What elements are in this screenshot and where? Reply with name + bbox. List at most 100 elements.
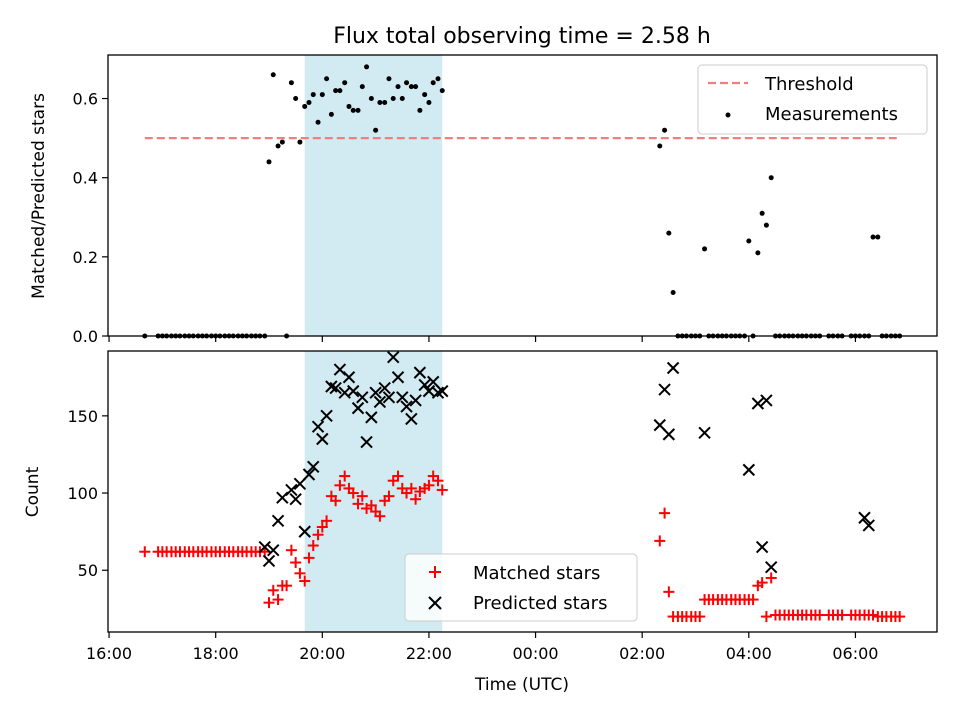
predicted-star-point [356,391,369,404]
predicted-star-point [307,460,320,474]
matched-star-point [294,567,306,579]
y-tick-label: 100 [67,484,98,503]
measurement-point [702,246,708,252]
measurement-point [390,96,396,102]
measurement-point [270,72,276,78]
x-tick-label: 00:00 [513,644,559,663]
measurement-point [266,159,272,165]
matched-star-point [356,490,368,502]
predicted-star-point [413,366,427,379]
matched-star-point [694,611,706,623]
matched-star-point [321,515,333,527]
predicted-star-point [311,420,325,433]
matched-star-point [285,544,297,556]
y-tick-label: 0.2 [73,248,98,267]
matched-star-point [423,479,435,491]
x-tick-label: 22:00 [406,644,452,663]
predicted-star-point [751,397,765,410]
predicted-star-point [378,381,391,395]
chart-title: Flux total observing time = 2.58 h [333,24,711,49]
predicted-star-point [329,381,342,395]
count-legend-box [404,553,638,622]
measurement-point [324,76,330,82]
measurement-point [386,76,392,82]
legend-matched-label: Matched stars [473,563,600,584]
measurement-point [359,84,365,90]
matched-star-point [316,521,328,533]
predicted-star-point [369,386,382,399]
predicted-star-point [325,380,338,393]
measurement-point [302,103,308,109]
predicted-star-point [302,468,316,481]
ratio-legend-box [697,64,928,135]
predicted-star-point [436,384,449,398]
measurement-point [337,88,343,94]
measurement-point [364,64,370,70]
measurement-point [435,76,441,82]
x-tick-label: 02:00 [619,644,665,663]
predicted-star-point [365,411,378,424]
legend-measurement-swatch [725,112,731,118]
matched-star-point [436,484,448,496]
measurement-point [746,238,752,244]
predicted-star-point [360,435,373,449]
ratio-x-ticks [108,336,857,342]
predicted-star-point [666,361,680,375]
ratio-y-axis-label: Matched/Predicted stars [29,93,49,299]
predicted-star-point [418,378,431,392]
predicted-star-point [698,426,711,440]
measurement-point [306,99,312,105]
measurement-point [670,289,676,295]
legend-predicted-label: Predicted stars [473,593,607,614]
measurement-point [875,234,881,240]
matched-star-point [339,470,351,482]
predicted-star-point [387,350,400,364]
matched-star-point [405,482,417,494]
matched-star-point [365,499,377,511]
legend-matched-swatch [429,566,441,578]
measurement-point [413,84,419,90]
predicted-star-point [862,519,875,532]
matched-star-point [432,475,444,487]
matched-star-point [663,586,675,598]
y-tick-label: 0.6 [73,90,98,109]
measurement-point [373,127,379,133]
measurement-point [355,107,361,113]
matched-star-point [392,470,404,482]
measurement-point [368,96,374,102]
predicted-star-point [285,483,298,497]
y-tick-label: 0.4 [73,169,98,188]
x-tick-label: 06:00 [832,644,878,663]
x-tick-label: 16:00 [86,644,132,663]
measurement-point [382,99,388,105]
x-tick-label: 18:00 [193,644,239,663]
measurement-point [310,92,316,98]
matched-star-point [281,580,293,592]
matched-star-point [263,597,275,609]
matched-star-point [756,577,768,589]
predicted-star-point [289,493,302,506]
ratio-panel-frame [107,54,938,337]
observing-window-shade [304,55,443,336]
matched-star-point [299,575,311,587]
y-tick-label: 150 [67,407,98,426]
matched-star-point [307,540,319,552]
measurement-point [870,234,876,240]
x-axis-label: Time (UTC) [474,675,569,695]
measurement-point [404,80,410,86]
predicted-star-point [347,384,360,398]
measurement-point [666,230,672,236]
measurement-point [759,210,765,216]
matched-star-point [272,594,284,606]
x-tick-label: 04:00 [726,644,772,663]
matched-star-point [765,572,777,584]
matched-star-point [334,479,346,491]
measurement-point [417,107,423,113]
predicted-star-point [391,371,405,384]
measurement-point [399,96,405,102]
y-tick-label: 50 [78,561,98,580]
predicted-star-point [267,543,280,557]
predicted-star-point [373,395,387,409]
count-panel: 50 100 150 16:00 18:00 20:00 22:00 00:00 02:00 0… [23,350,938,695]
ratio-legend: Threshold Measurements [697,64,928,135]
